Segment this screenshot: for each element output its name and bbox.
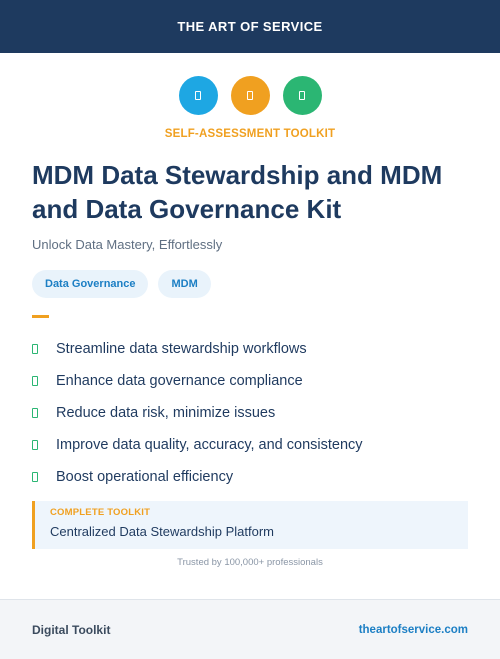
benefit-list: Streamline data stewardship workflows En… xyxy=(32,333,472,493)
benefit-text: Boost operational efficiency xyxy=(56,469,234,485)
tag-mdm: MDM xyxy=(158,270,211,298)
icon-row xyxy=(0,76,500,115)
benefit-text: Enhance data governance compliance xyxy=(56,373,303,389)
check-icon xyxy=(32,376,38,386)
document-icon xyxy=(299,91,305,100)
toolkit-value: Centralized Data Stewardship Platform xyxy=(50,524,274,539)
orange-document-icon xyxy=(230,76,270,115)
list-item: Enhance data governance compliance xyxy=(32,365,472,397)
toolkit-label: COMPLETE TOOLKIT xyxy=(50,507,151,518)
document-icon xyxy=(195,91,201,100)
page-title: MDM Data Stewardship and MDM and Data Go… xyxy=(32,160,443,224)
blue-document-icon xyxy=(178,76,218,115)
subtitle: Unlock Data Mastery, Effortlessly xyxy=(32,237,223,252)
footer-label: Digital Toolkit xyxy=(32,622,111,637)
list-item: Improve data quality, accuracy, and cons… xyxy=(32,429,472,461)
check-icon xyxy=(32,440,38,450)
list-item: Streamline data stewardship workflows xyxy=(32,333,472,365)
check-icon xyxy=(32,472,38,482)
kicker-label: SELF-ASSESSMENT TOOLKIT xyxy=(164,128,336,140)
list-item: Reduce data risk, minimize issues xyxy=(32,397,472,429)
document-icon xyxy=(247,91,253,100)
footer: Digital Toolkit theartofservice.com xyxy=(0,599,500,659)
accent-divider xyxy=(32,315,49,318)
trusted-note: Trusted by 100,000+ professionals xyxy=(177,557,323,568)
tag-data-governance: Data Governance xyxy=(32,270,149,298)
tag-list: Data Governance MDM xyxy=(32,270,211,298)
list-item: Boost operational efficiency xyxy=(32,461,472,493)
green-document-icon xyxy=(282,76,322,115)
benefit-text: Streamline data stewardship workflows xyxy=(56,341,307,357)
check-icon xyxy=(32,344,38,354)
brand-name: THE ART OF SERVICE xyxy=(177,19,323,34)
toolkit-callout: COMPLETE TOOLKIT Centralized Data Stewar… xyxy=(32,501,468,549)
benefit-text: Reduce data risk, minimize issues xyxy=(56,405,276,421)
check-icon xyxy=(32,408,38,418)
benefit-text: Improve data quality, accuracy, and cons… xyxy=(56,437,363,453)
website-link[interactable]: theartofservice.com xyxy=(358,623,468,636)
top-bar: THE ART OF SERVICE xyxy=(0,0,500,53)
